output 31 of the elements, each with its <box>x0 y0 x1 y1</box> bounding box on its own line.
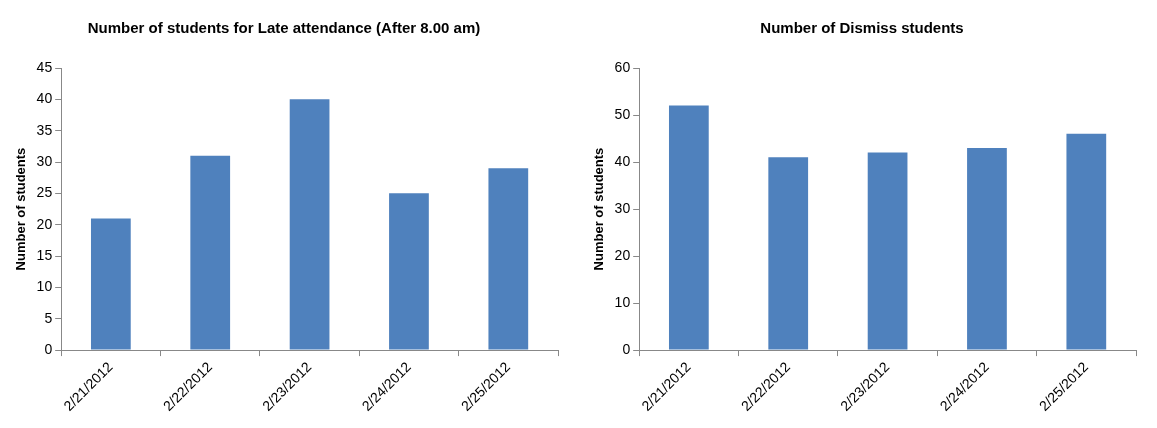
y-tick-label: 40 <box>614 152 631 169</box>
bar <box>488 168 529 350</box>
y-tick-label: 50 <box>614 105 631 122</box>
bar <box>1066 133 1107 350</box>
bar <box>768 157 809 350</box>
y-tick-label: 25 <box>36 184 53 201</box>
bar <box>289 99 330 350</box>
y-tick-label: 30 <box>614 199 631 216</box>
bar <box>90 218 131 350</box>
y-tick-label: 30 <box>36 152 53 169</box>
bar <box>668 105 709 350</box>
bar <box>867 152 908 350</box>
y-tick-label: 0 <box>44 340 53 357</box>
chart-title: Number of Dismiss students <box>760 19 964 37</box>
y-tick-label: 20 <box>36 215 53 232</box>
y-tick-label: 10 <box>614 293 631 310</box>
y-tick-label: 0 <box>622 340 631 357</box>
bar <box>389 193 429 350</box>
y-tick-label: 20 <box>614 246 631 263</box>
y-tick-label: 15 <box>36 246 53 263</box>
y-tick-label: 35 <box>36 121 53 138</box>
y-tick-label: 40 <box>36 90 53 107</box>
bar <box>190 155 231 350</box>
y-axis-title: Number of students <box>591 147 607 271</box>
y-tick-label: 45 <box>36 58 53 75</box>
bar <box>967 147 1007 350</box>
y-axis-title: Number of students <box>13 147 29 271</box>
chart-title: Number of students for Late attendance (After 8.00 am) <box>87 19 481 37</box>
y-tick-label: 60 <box>614 58 631 75</box>
y-tick-label: 10 <box>36 278 53 295</box>
y-tick-label: 5 <box>44 309 53 326</box>
